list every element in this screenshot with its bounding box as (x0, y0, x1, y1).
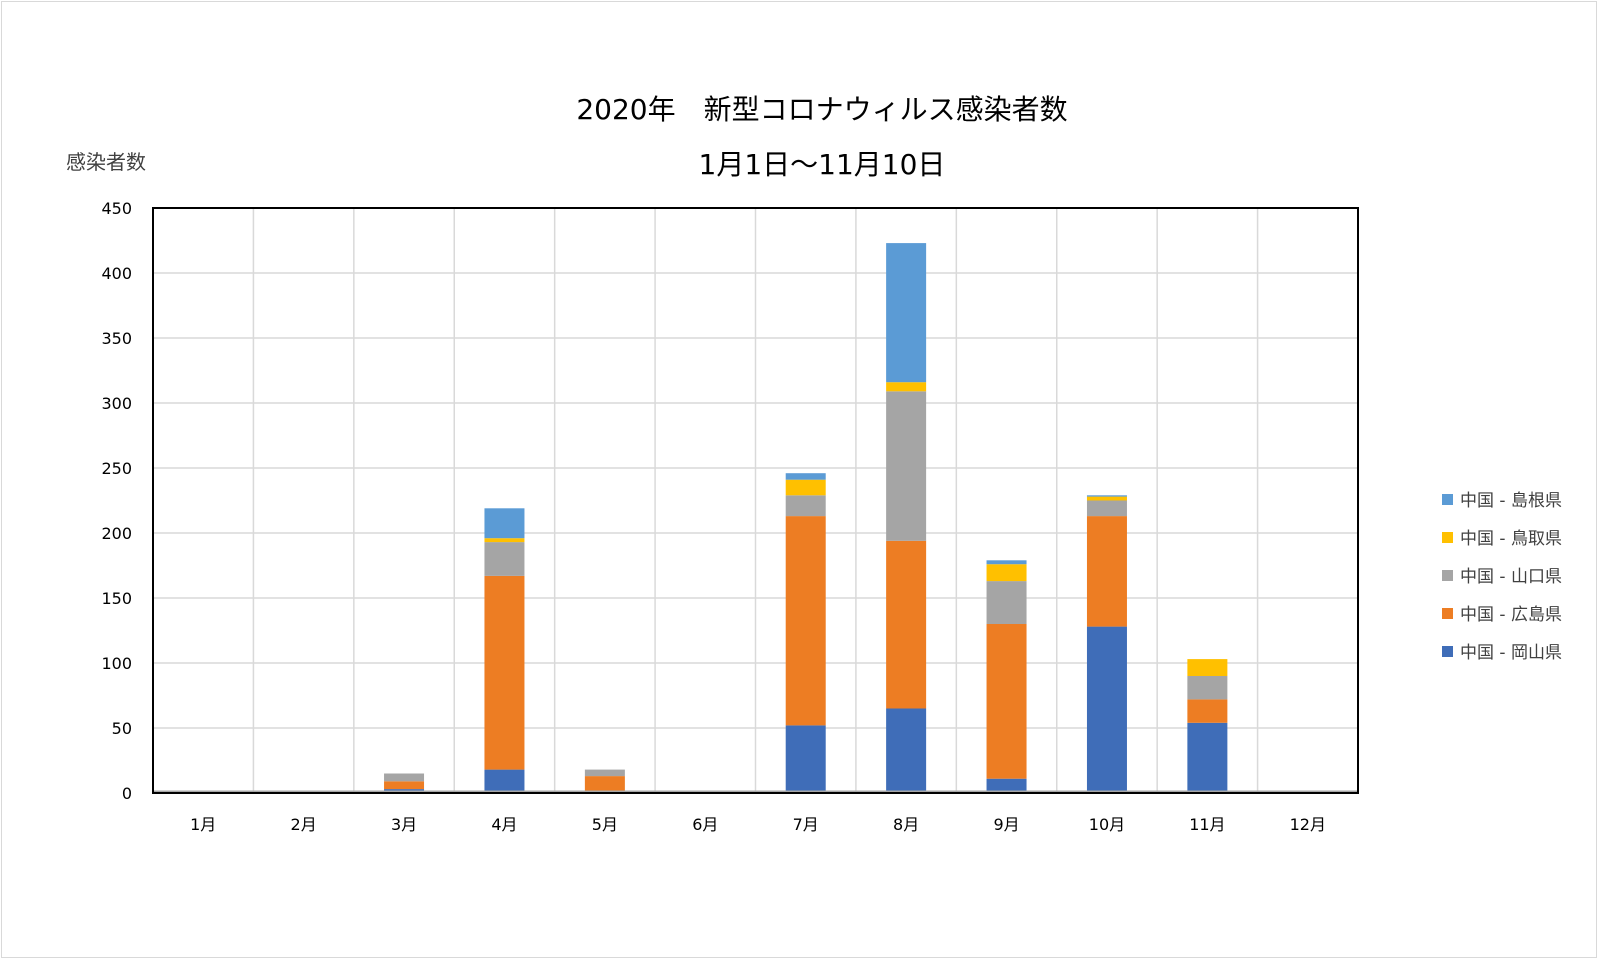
bar-segment (986, 624, 1027, 779)
x-tick-label: 8月 (893, 815, 919, 834)
bar-segment (986, 778, 1027, 793)
legend-swatch (1442, 608, 1453, 619)
x-tick-label: 2月 (291, 815, 317, 834)
x-tick-label: 4月 (491, 815, 517, 834)
y-tick-label: 250 (101, 459, 132, 478)
y-tick-label: 300 (101, 394, 132, 413)
chart-subtitle: 1月1日～11月10日 (699, 148, 946, 181)
legend-swatch (1442, 646, 1453, 657)
bar-segment (1187, 699, 1228, 723)
x-tick-label: 10月 (1089, 815, 1125, 834)
grid-layer (153, 208, 1358, 793)
bar-segment (785, 479, 826, 496)
bar-segment (785, 516, 826, 726)
bar-segment (1086, 626, 1127, 793)
bar-segment (785, 495, 826, 517)
bar-segment (384, 781, 425, 790)
legend-swatch (1442, 494, 1453, 505)
bar-segment (886, 243, 927, 383)
bar-segment (1187, 676, 1228, 700)
legend-swatch (1442, 570, 1453, 581)
bar-segment (1086, 516, 1127, 627)
bar-segment (1086, 495, 1127, 497)
bar-segment (986, 581, 1027, 624)
bar-segment (484, 538, 525, 543)
bar-segment (886, 540, 927, 709)
bar-segment (584, 769, 625, 777)
bar-segment (886, 391, 927, 541)
bar-segment (484, 575, 525, 770)
y-tick-label: 400 (101, 264, 132, 283)
x-tick-label: 3月 (391, 815, 417, 834)
y-tick-label: 0 (122, 784, 132, 803)
legend-label: 中国 - 山口県 (1460, 567, 1562, 587)
legend-label: 中国 - 鳥取県 (1460, 529, 1562, 549)
x-tick-label: 12月 (1290, 815, 1326, 834)
x-tick-label: 6月 (692, 815, 718, 834)
x-tick-label: 5月 (592, 815, 618, 834)
chart-title: 2020年 新型コロナウィルス感染者数 (576, 93, 1067, 126)
y-tick-label: 450 (101, 199, 132, 218)
y-tick-label: 100 (101, 654, 132, 673)
bar-segment (886, 382, 927, 392)
x-tick-label: 11月 (1189, 815, 1225, 834)
bar-segment (1086, 500, 1127, 517)
bar-segment (584, 776, 625, 792)
bar-segment (785, 473, 826, 480)
x-tick-label: 9月 (993, 815, 1019, 834)
y-tick-label: 350 (101, 329, 132, 348)
y-axis-label: 感染者数 (66, 150, 146, 174)
y-tick-label: 150 (101, 589, 132, 608)
bar-segment (785, 725, 826, 793)
bar-segment (986, 560, 1027, 565)
legend-label: 中国 - 広島県 (1460, 605, 1562, 625)
bar-segment (484, 769, 525, 793)
x-tick-label: 1月 (190, 815, 216, 834)
bar-segment (484, 508, 525, 539)
bar-segment (1086, 496, 1127, 501)
axis-layer: 0 50 100 150 200 250 300 350 400 450 1月 2月 3月 4月 5月 6月 7… (101, 199, 1359, 834)
bar-segment (986, 564, 1027, 582)
plot-border (152, 207, 1359, 794)
y-tick-label: 50 (112, 719, 132, 738)
bar-segment (1187, 659, 1228, 676)
bar-segment (484, 542, 525, 576)
legend-label: 中国 - 島根県 (1460, 491, 1562, 511)
legend-swatch (1442, 532, 1453, 543)
x-tick-label: 7月 (793, 815, 819, 834)
bar-segment (384, 773, 425, 782)
bar-segment (1187, 722, 1228, 793)
bars-layer (384, 243, 1228, 793)
y-tick-label: 200 (101, 524, 132, 543)
legend-label: 中国 - 岡山県 (1460, 643, 1562, 663)
bar-segment (886, 708, 927, 793)
